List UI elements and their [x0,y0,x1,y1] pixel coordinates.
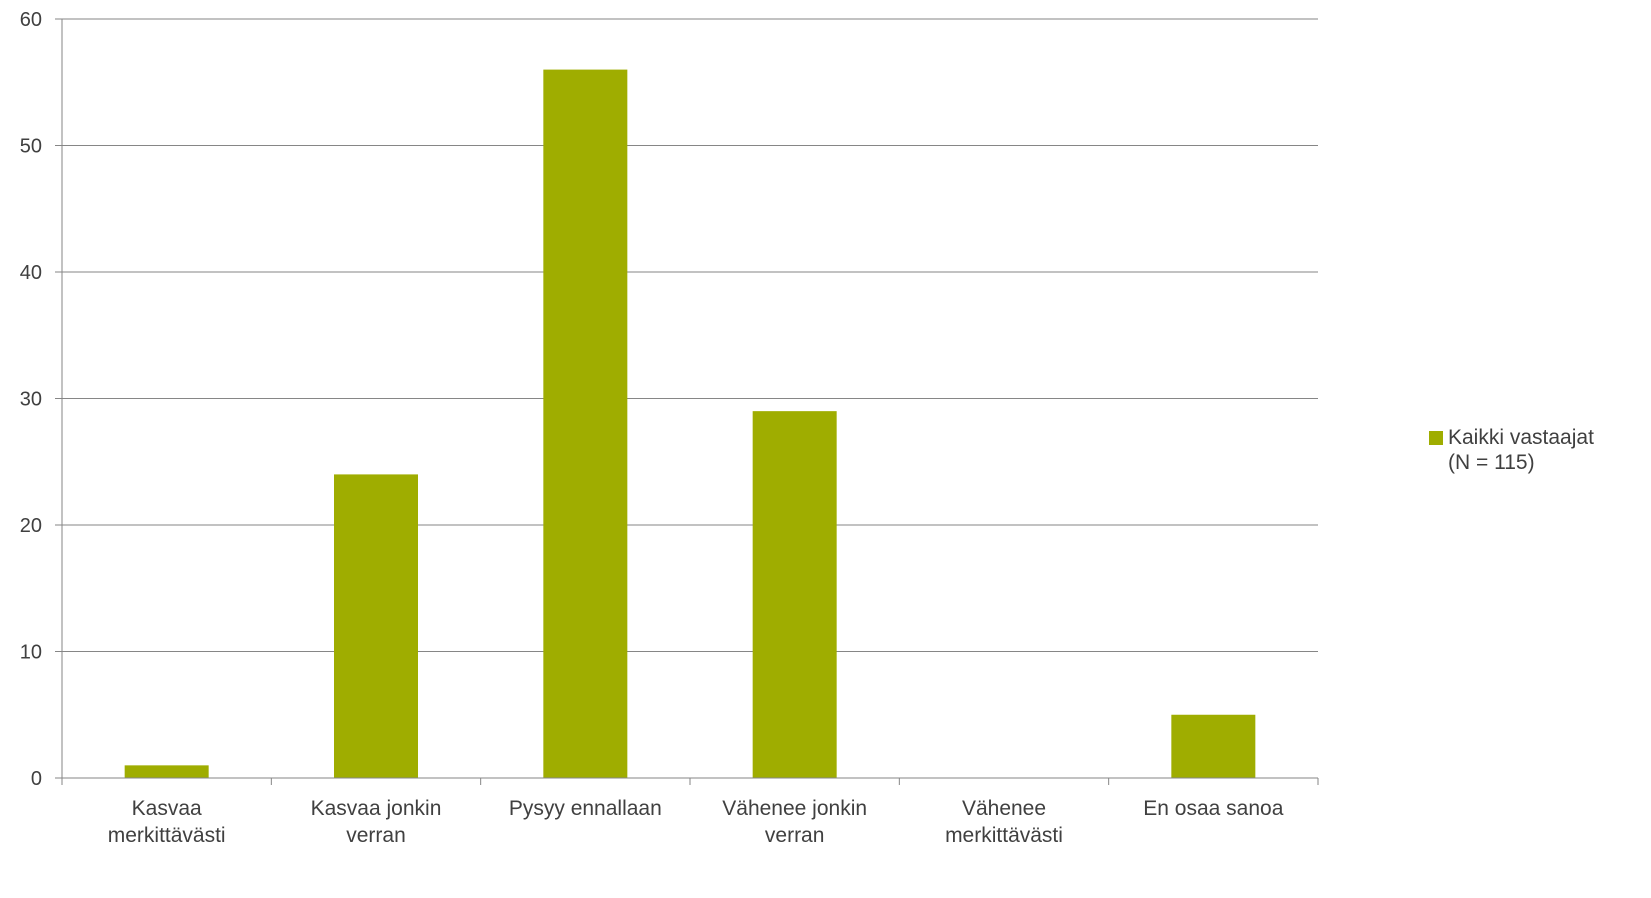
x-tick-label-line: Vähenee [962,797,1046,820]
y-axis-tick-labels: 0 10 20 30 40 50 60 [20,9,42,790]
bar [752,411,837,778]
x-tick-label-line: En osaa sanoa [1143,797,1283,820]
gridlines [62,18,1318,652]
x-tick-label-line: verran [346,824,406,847]
x-tick-label-line: Kasvaa [132,797,202,820]
y-tick-label: 0 [31,768,42,790]
y-tick-label: 20 [20,515,42,537]
x-tick-label: En osaa sanoa [1143,797,1283,820]
legend: Kaikki vastaajat (N = 115) [1429,425,1594,475]
x-tick-label: Vähenee merkittävästi [945,797,1063,847]
legend-swatch [1429,431,1443,445]
x-tick-label: Pysyy ennallaan [509,797,662,820]
y-tick-label: 10 [20,642,42,664]
bar [334,474,418,778]
x-tick-label-line: verran [765,824,825,847]
x-tick-label-line: merkittävästi [108,824,226,847]
x-tick-label: Kasvaa merkittävästi [108,797,226,847]
x-axis-tick-labels: Kasvaa merkittävästi Kasvaa jonkin verran Py… [108,797,1284,847]
x-tick-label-line: Pysyy ennallaan [509,797,662,820]
bar [124,765,209,778]
bars [124,69,1256,779]
y-tick-label: 50 [20,136,42,158]
x-tick-label: Vähenee jonkin verran [722,797,867,847]
bar [543,69,628,779]
x-tick-label: Kasvaa jonkin verran [311,797,442,847]
legend-label: Kaikki vastaajat (N = 115) [1448,426,1594,474]
y-tick-label: 40 [20,262,42,284]
x-tick-label-line: Vähenee jonkin [722,797,867,820]
bar [1171,714,1256,778]
x-tick-label-line: Kasvaa jonkin [311,797,442,820]
x-tick-label-line: merkittävästi [945,824,1063,847]
y-tick-label: 30 [20,389,42,411]
axes [55,18,1319,785]
y-tick-label: 60 [20,9,42,31]
